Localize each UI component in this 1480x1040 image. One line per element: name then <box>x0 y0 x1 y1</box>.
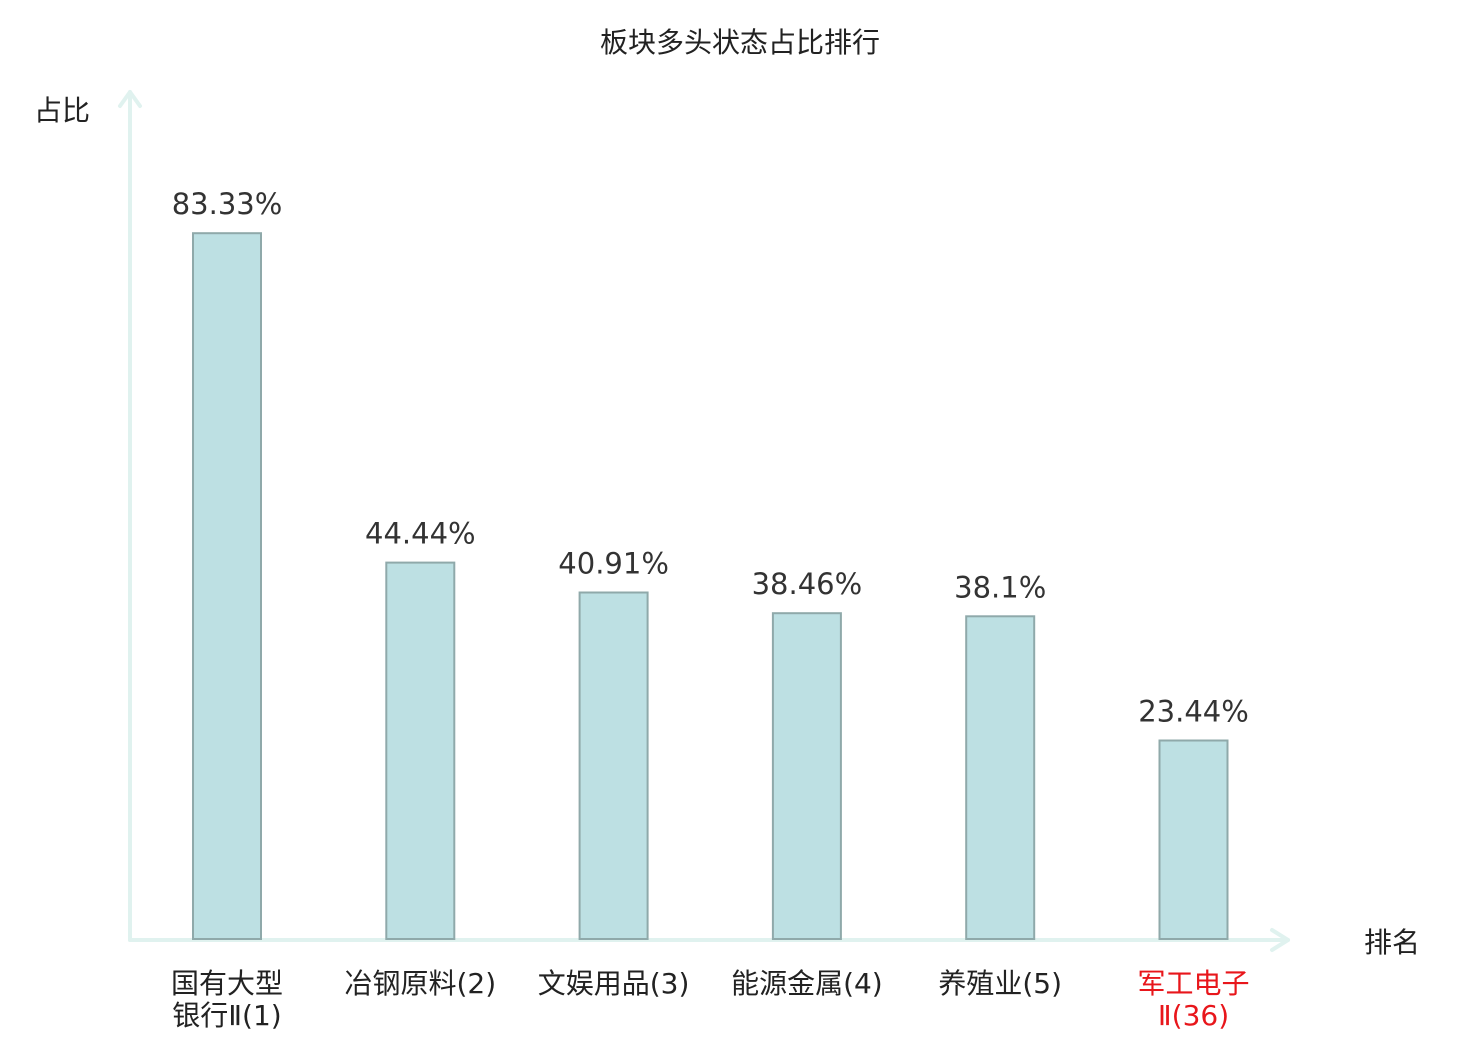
value-label-4: 38.46% <box>752 567 863 601</box>
bar-2 <box>385 561 456 940</box>
x-axis-label: 排名 <box>1364 926 1420 959</box>
category-label-2-line-1: 冶钢原料(2) <box>344 967 496 1000</box>
category-label-6-line-1: 军工电子 <box>1137 967 1249 1000</box>
y-axis-arrow <box>118 90 142 108</box>
value-label-2: 44.44% <box>365 517 476 551</box>
x-axis-arrow <box>1270 928 1290 952</box>
bar-5 <box>965 615 1036 940</box>
bar-3 <box>578 591 649 940</box>
y-axis-label: 占比 <box>34 94 90 127</box>
bar-6 <box>1158 739 1229 940</box>
value-label-6: 23.44% <box>1138 695 1249 729</box>
category-label-4-line-1: 能源金属(4) <box>731 967 883 1000</box>
category-label-1-line-1: 国有大型 <box>171 967 283 1000</box>
category-label-5-line-1: 养殖业(5) <box>938 967 1062 1000</box>
value-label-1: 83.33% <box>172 187 283 221</box>
value-label-5: 38.1% <box>954 570 1046 604</box>
category-label-6-line-2: Ⅱ(36) <box>1158 999 1229 1032</box>
value-label-3: 40.91% <box>558 547 669 581</box>
bar-1 <box>192 232 262 940</box>
category-label-3-line-1: 文娱用品(3) <box>538 967 690 1000</box>
category-label-1-line-2: 银行Ⅱ(1) <box>172 999 281 1032</box>
chart-title: 板块多头状态占比排行 <box>600 26 880 59</box>
bar-4 <box>771 612 842 940</box>
